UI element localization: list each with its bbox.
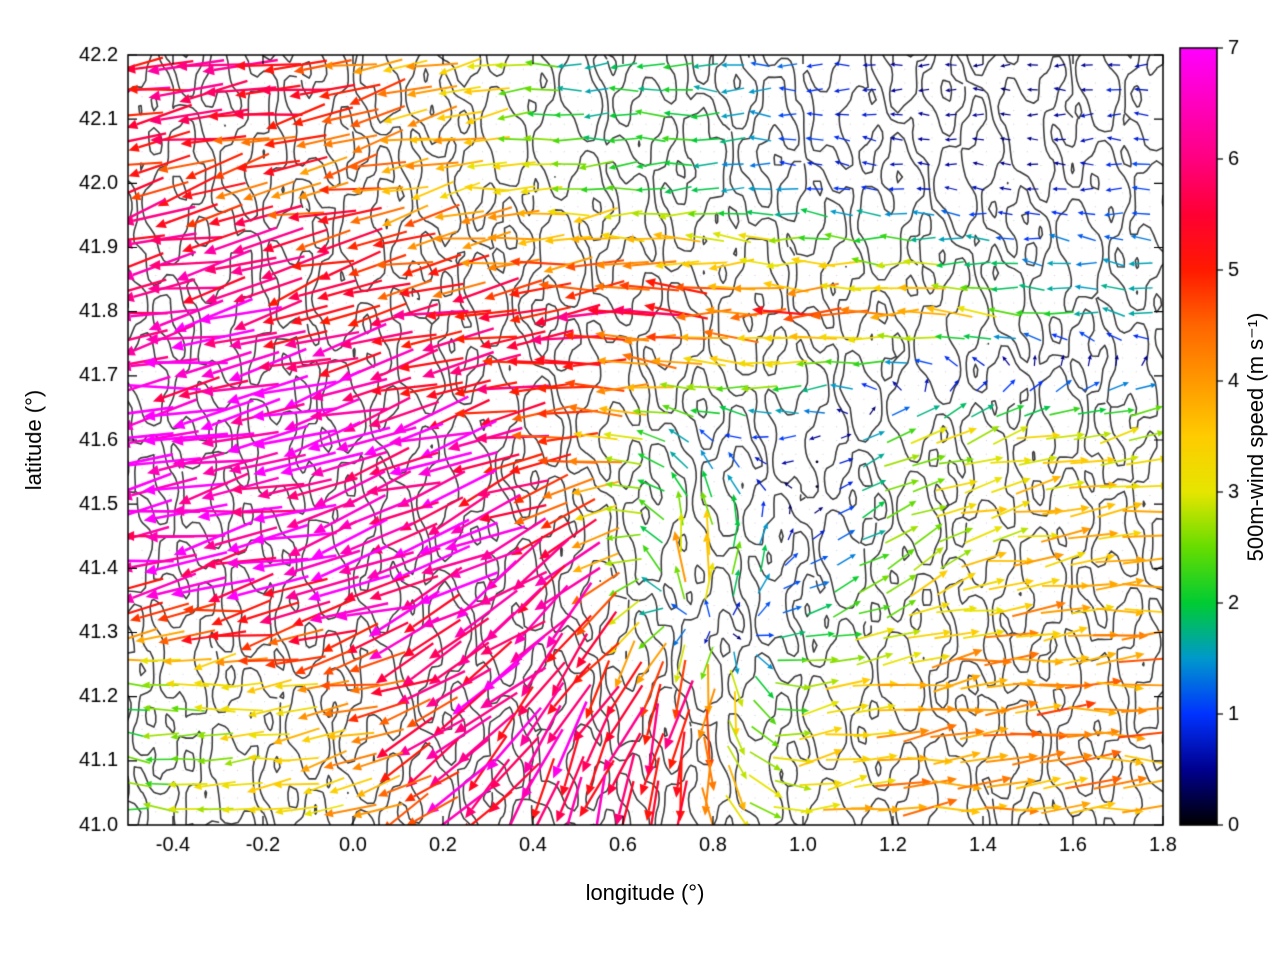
colorbar-label: 500m-wind speed (m s⁻¹) <box>1243 312 1268 562</box>
y-axis-label: latitude (°) <box>21 389 46 491</box>
x-axis-label: longitude (°) <box>585 880 705 905</box>
